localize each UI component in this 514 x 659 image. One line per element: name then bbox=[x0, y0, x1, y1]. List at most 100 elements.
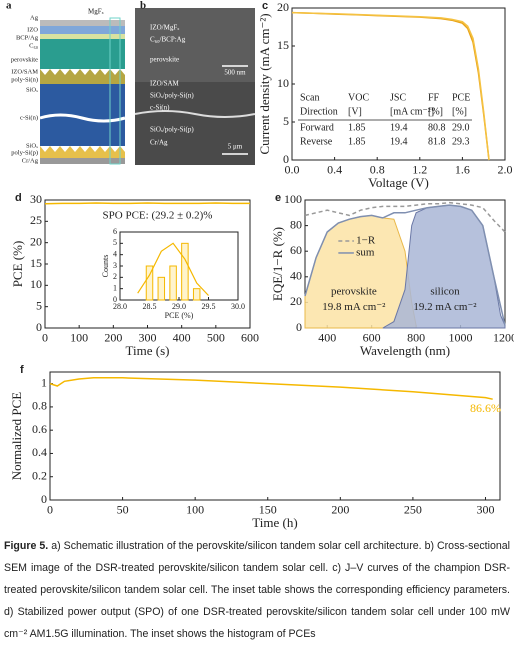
plot-frame bbox=[49, 371, 501, 501]
y-tick-label: 5 bbox=[36, 298, 42, 312]
caption-text: a) Schematic illustration of the perovsk… bbox=[4, 540, 510, 640]
legend-label: sum bbox=[356, 246, 375, 258]
perovskite-layer bbox=[40, 39, 125, 69]
caption: Figure 5. a) Schematic illustration of t… bbox=[4, 535, 510, 645]
layer-label: IZO/SAM bbox=[11, 68, 38, 75]
break bbox=[39, 113, 126, 123]
sem-break bbox=[134, 110, 256, 118]
line bbox=[304, 204, 506, 326]
x-tick-label: 300 bbox=[139, 331, 157, 345]
x-axis-label: Wavelength (nm) bbox=[360, 343, 450, 358]
sem-top bbox=[135, 8, 255, 82]
panel-label: c bbox=[262, 0, 268, 12]
y-tick-label: 3 bbox=[113, 261, 117, 270]
table-header: JSC bbox=[390, 92, 406, 103]
y-tick-label: 80 bbox=[290, 217, 302, 231]
layer-label: MgFₓ bbox=[88, 8, 105, 16]
table-header: [mA cm⁻²] bbox=[390, 106, 434, 117]
y-tick-label: 0.6 bbox=[32, 422, 47, 436]
annotation: 19.2 mA cm⁻² bbox=[413, 301, 477, 313]
x-axis-label: Time (h) bbox=[252, 515, 297, 530]
table-cell: 29.0 bbox=[452, 122, 470, 133]
figure: aMgFₓAgIZOBCP/AgC₆₀perovskiteIZO/SAMpoly… bbox=[6, 0, 514, 530]
table-header: VOC bbox=[348, 92, 369, 103]
sem-label: c-Si(n) bbox=[150, 104, 170, 112]
line bbox=[49, 377, 493, 400]
x-tick-label: 600 bbox=[241, 331, 259, 345]
y-tick-label: 25 bbox=[30, 213, 42, 227]
y-tick-label: 5 bbox=[283, 114, 289, 128]
x-tick-label: 29.5 bbox=[202, 302, 216, 311]
rear-texture bbox=[40, 146, 125, 158]
zoom-box bbox=[109, 17, 121, 165]
x-tick-label: 400 bbox=[173, 331, 191, 345]
histogram-bar bbox=[181, 242, 189, 301]
layer-label: IZO bbox=[27, 26, 38, 33]
x-tick-label: 500 bbox=[207, 331, 225, 345]
area-label: perovskite bbox=[331, 286, 377, 298]
sem-label: SiOₓ/poly-Si(n) bbox=[150, 92, 194, 100]
x-axis-label: Voltage (V) bbox=[368, 175, 429, 190]
y-axis-label: PCE (%) bbox=[10, 241, 25, 288]
y-tick-label: 60 bbox=[290, 243, 302, 257]
x-tick-label: 250 bbox=[404, 503, 422, 517]
x-tick-label: 200 bbox=[104, 331, 122, 345]
y-tick-label: 2 bbox=[113, 272, 117, 281]
y-tick-label: 20 bbox=[30, 234, 42, 248]
x-tick-label: 0.4 bbox=[327, 163, 342, 177]
y-tick-label: 6 bbox=[113, 227, 117, 236]
panel-label: b bbox=[140, 0, 146, 12]
y-tick-label: 5 bbox=[113, 238, 117, 247]
scale-label: 5 μm bbox=[228, 143, 243, 151]
table-cell: 81.8 bbox=[428, 136, 446, 147]
sem-label: IZO/SAM bbox=[150, 80, 180, 88]
x-tick-label: 28.5 bbox=[143, 302, 157, 311]
table-header: PCE bbox=[452, 92, 470, 103]
panel-label: a bbox=[6, 0, 12, 12]
sem-label: SiOₓ/poly-Si(p) bbox=[150, 126, 194, 134]
x-tick-label: 0 bbox=[47, 503, 53, 517]
x-tick-label: 100 bbox=[70, 331, 88, 345]
schematic bbox=[39, 17, 126, 165]
panel-label: d bbox=[15, 192, 22, 204]
panel-label: f bbox=[20, 364, 24, 376]
layer-label: C₆₀ bbox=[29, 42, 38, 49]
table-header: [%] bbox=[428, 106, 443, 117]
table-header: Direction bbox=[300, 106, 338, 117]
inset-y-label: Counts bbox=[101, 255, 110, 278]
y-tick-label: 0 bbox=[113, 295, 117, 304]
x-tick-label: 1000 bbox=[449, 331, 473, 345]
y-tick-label: 0.8 bbox=[32, 399, 47, 413]
layer-label: SiOₓ bbox=[26, 142, 38, 149]
table-cell: Reverse bbox=[300, 136, 333, 147]
line bbox=[44, 202, 250, 205]
y-tick-label: 15 bbox=[30, 256, 42, 270]
y-tick-label: 0.2 bbox=[32, 468, 47, 482]
x-tick-label: 1.2 bbox=[412, 163, 427, 177]
layer-label: Cr/Ag bbox=[22, 157, 39, 164]
layer-label: perovskite bbox=[11, 56, 38, 63]
rear-contact bbox=[40, 158, 125, 164]
inset-x-label: PCE (%) bbox=[165, 311, 194, 320]
y-tick-label: 0 bbox=[283, 152, 289, 166]
x-tick-label: 1.6 bbox=[455, 163, 470, 177]
sem-label: IZO/MgFₓ bbox=[150, 24, 180, 32]
x-tick-label: 800 bbox=[407, 331, 425, 345]
histogram-bar bbox=[145, 265, 154, 301]
table-cell: Forward bbox=[300, 122, 334, 133]
table-header: [%] bbox=[452, 106, 467, 117]
sem-label: perovskite bbox=[150, 56, 179, 64]
x-tick-label: 50 bbox=[117, 503, 129, 517]
x-tick-label: 30.0 bbox=[231, 302, 245, 311]
layer-label: poly-Si(n) bbox=[11, 76, 38, 83]
x-tick-label: 0 bbox=[42, 331, 48, 345]
y-tick-label: 0 bbox=[41, 492, 47, 506]
fit-curve bbox=[137, 242, 209, 296]
sem-label: C₆₀/BCP:Ag bbox=[150, 36, 186, 44]
izo-layer bbox=[40, 26, 125, 34]
x-tick-label: 29.0 bbox=[172, 302, 186, 311]
table-cell: 19.4 bbox=[390, 136, 408, 147]
plot-frame bbox=[119, 231, 239, 301]
legend-label: 1−R bbox=[356, 234, 376, 246]
x-tick-label: 600 bbox=[363, 331, 381, 345]
